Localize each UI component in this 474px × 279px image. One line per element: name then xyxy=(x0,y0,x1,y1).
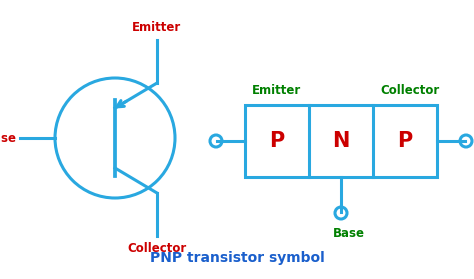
Text: Emitter: Emitter xyxy=(132,21,182,34)
Text: P: P xyxy=(269,131,284,151)
Text: Collector: Collector xyxy=(128,242,187,255)
Text: Base: Base xyxy=(0,131,17,145)
Text: N: N xyxy=(332,131,350,151)
Bar xyxy=(245,105,437,177)
Text: Collector: Collector xyxy=(380,84,439,97)
Text: Base: Base xyxy=(333,227,365,240)
Text: P: P xyxy=(397,131,413,151)
Text: PNP transistor symbol: PNP transistor symbol xyxy=(150,251,324,265)
Text: Emitter: Emitter xyxy=(252,84,301,97)
